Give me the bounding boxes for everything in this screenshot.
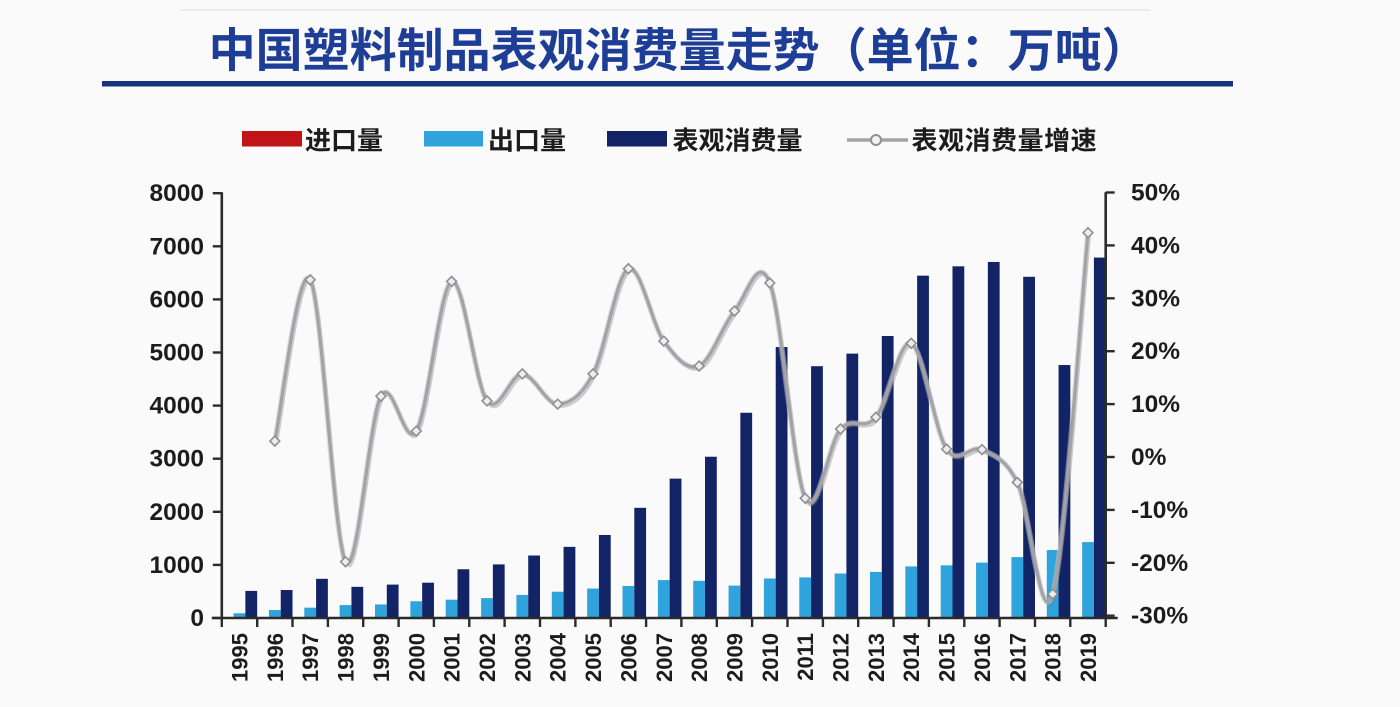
svg-text:2012: 2012: [829, 633, 854, 682]
svg-text:2000: 2000: [149, 499, 204, 526]
svg-text:5000: 5000: [149, 340, 204, 367]
svg-text:8000: 8000: [149, 180, 204, 207]
svg-text:2004: 2004: [546, 632, 571, 682]
svg-text:0: 0: [190, 605, 204, 632]
svg-text:2014: 2014: [899, 632, 924, 682]
svg-text:2018: 2018: [1041, 633, 1066, 682]
svg-text:2016: 2016: [970, 633, 995, 682]
svg-text:2019: 2019: [1076, 633, 1101, 682]
svg-text:-10%: -10%: [1131, 497, 1188, 524]
svg-text:2005: 2005: [581, 633, 606, 682]
svg-text:2009: 2009: [723, 633, 748, 682]
svg-text:2015: 2015: [935, 633, 960, 682]
svg-text:1995: 1995: [228, 633, 253, 682]
svg-text:2011: 2011: [793, 633, 818, 681]
svg-text:1998: 1998: [334, 633, 359, 682]
svg-text:20%: 20%: [1131, 338, 1180, 365]
svg-text:2000: 2000: [404, 633, 429, 682]
svg-text:2017: 2017: [1005, 633, 1030, 682]
svg-text:-20%: -20%: [1131, 550, 1188, 577]
svg-text:-30%: -30%: [1131, 603, 1188, 630]
svg-text:2006: 2006: [616, 633, 641, 682]
svg-text:2013: 2013: [864, 633, 889, 682]
svg-text:2001: 2001: [440, 633, 465, 682]
svg-text:4000: 4000: [149, 393, 204, 420]
svg-text:1997: 1997: [298, 633, 323, 682]
svg-text:2008: 2008: [687, 633, 712, 682]
svg-text:2007: 2007: [652, 633, 677, 682]
svg-text:0%: 0%: [1131, 444, 1167, 471]
svg-text:30%: 30%: [1131, 285, 1180, 312]
svg-text:2003: 2003: [510, 633, 535, 682]
svg-text:2010: 2010: [758, 633, 783, 682]
svg-text:3000: 3000: [149, 446, 204, 473]
svg-text:40%: 40%: [1131, 232, 1180, 259]
svg-text:7000: 7000: [149, 233, 204, 260]
svg-text:50%: 50%: [1131, 180, 1180, 207]
svg-text:10%: 10%: [1131, 391, 1180, 418]
svg-text:1000: 1000: [149, 552, 204, 579]
svg-text:1996: 1996: [263, 633, 288, 682]
svg-text:2002: 2002: [475, 633, 500, 682]
svg-text:1999: 1999: [369, 633, 394, 682]
svg-text:6000: 6000: [149, 286, 204, 313]
